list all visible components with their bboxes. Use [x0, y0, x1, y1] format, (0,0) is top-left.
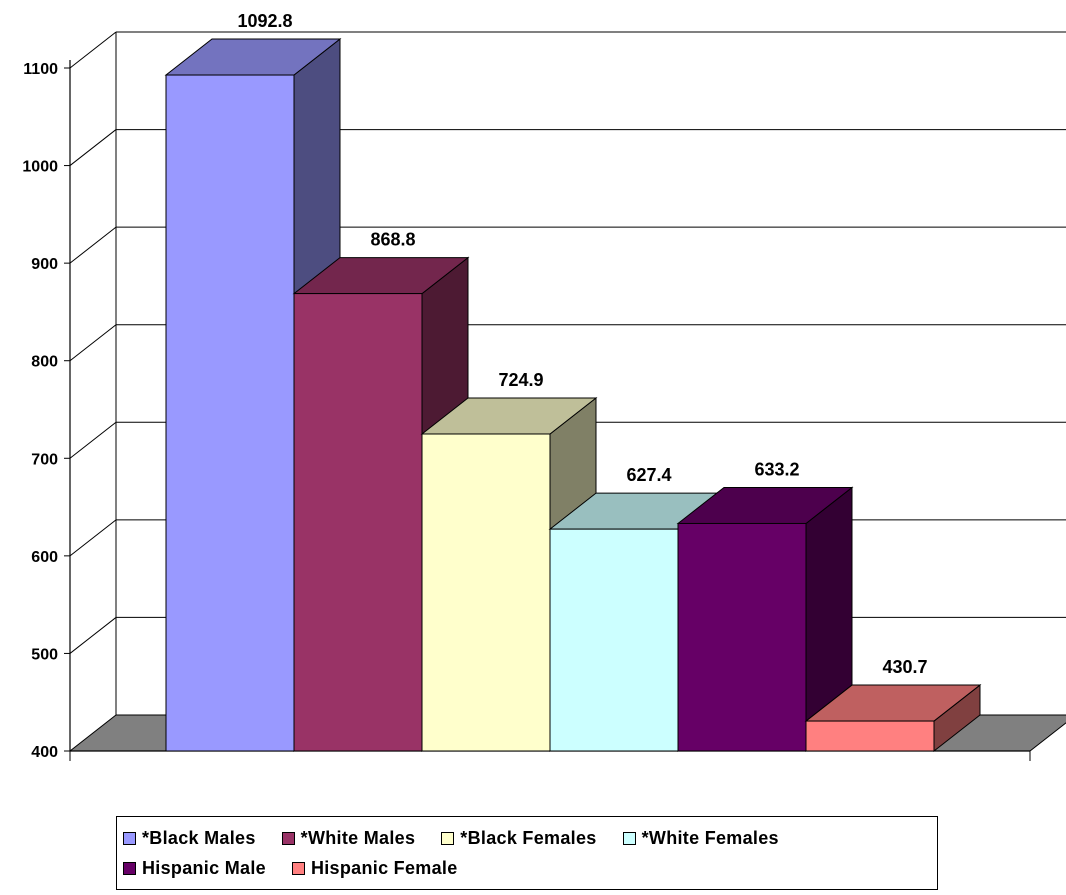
legend-entry: Hispanic Male: [123, 853, 266, 883]
legend-entry: *White Males: [281, 823, 416, 853]
legend-label: *White Females: [641, 827, 779, 848]
bar-chart-svg: 400 500 600 700 800 900 1000 1100 1092.8 868.8 724…: [22, 11, 1066, 761]
gridline-side: [69, 421, 117, 459]
bar: [804, 684, 982, 753]
data-label: 633.2: [754, 459, 799, 479]
y-tick-label: 1000: [22, 159, 58, 176]
bar: [420, 396, 598, 753]
y-tick-label: 700: [31, 451, 58, 468]
legend-label: *Black Females: [460, 827, 597, 848]
legend-swatch: [123, 861, 136, 875]
data-label: 868.8: [370, 230, 415, 250]
y-tick-label: 800: [31, 354, 58, 371]
legend-label: *White Males: [300, 827, 416, 848]
gridline-side: [69, 129, 117, 166]
y-tick-label: 600: [31, 549, 58, 566]
legend-entry: *White Females: [622, 823, 779, 853]
legend-entry: *Black Females: [441, 823, 596, 853]
y-tick-label: 1100: [23, 61, 58, 78]
bar-front: [165, 74, 295, 752]
data-label: 430.7: [882, 657, 927, 677]
labels-layer: 400 500 600 700 800 900 1000 1100 1092.8 868.8 724…: [22, 11, 927, 761]
bar-front: [293, 293, 423, 752]
y-tick-label: 400: [31, 744, 58, 761]
legend-swatch: [622, 831, 636, 845]
legend-entry: *Black Males: [123, 823, 256, 853]
data-label: 1092.8: [237, 11, 292, 31]
bar: [676, 486, 854, 753]
y-tick-label: 500: [31, 646, 58, 663]
data-label: 724.9: [498, 370, 543, 390]
data-label: 627.4: [626, 465, 671, 485]
gridline-side: [69, 226, 117, 264]
legend-label: *Black Males: [142, 827, 256, 848]
bar-front: [805, 720, 935, 752]
bar-front: [549, 528, 679, 752]
legend: *Black Males *White Males *Black Females *W…: [116, 816, 938, 890]
legend-label: Hispanic Female: [310, 857, 458, 878]
y-tick-label: 900: [31, 256, 58, 273]
legend-swatch: [281, 831, 295, 845]
gridline-side: [69, 617, 117, 654]
legend-swatch: [123, 831, 136, 845]
legend-label: Hispanic Male: [142, 857, 266, 878]
bars-layer: [164, 37, 982, 753]
legend-entry: Hispanic Female: [291, 853, 458, 883]
legend-swatch: [441, 831, 455, 845]
legend-swatch: [291, 861, 305, 875]
gridline-side: [69, 324, 117, 362]
gridline-side: [69, 519, 117, 557]
bar-front: [677, 522, 807, 752]
gridline-side: [69, 31, 117, 69]
bar-front: [421, 433, 551, 752]
